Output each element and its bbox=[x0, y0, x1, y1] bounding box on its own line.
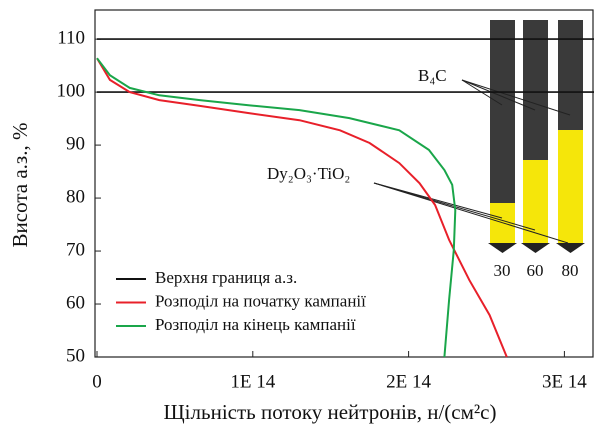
series-line bbox=[97, 58, 455, 357]
x-tick-label: 3E 14 bbox=[542, 371, 587, 392]
rod-tip bbox=[488, 243, 517, 253]
legend-label: Верхня границя а.з. bbox=[155, 268, 297, 287]
y-tick-label: 70 bbox=[66, 239, 85, 260]
rod-absorber bbox=[490, 20, 515, 203]
y-tick-label: 50 bbox=[66, 345, 85, 366]
rod-absorber bbox=[523, 20, 548, 160]
rod-tip bbox=[556, 243, 585, 253]
series-line bbox=[97, 58, 507, 357]
rod-label: 80 bbox=[562, 261, 579, 280]
rods bbox=[374, 20, 585, 253]
rod-tip bbox=[521, 243, 550, 253]
absorber-label: B₄C bbox=[418, 66, 447, 85]
y-tick-label: 110 bbox=[57, 27, 85, 48]
y-tick-label: 80 bbox=[66, 186, 85, 207]
y-tick-label: 90 bbox=[66, 133, 85, 154]
rod-label: 60 bbox=[527, 261, 544, 280]
rod-label: 30 bbox=[494, 261, 511, 280]
chart: B₄C Dy₂O₃·TiO₂ 30 60 80 Щільність потоку… bbox=[0, 0, 594, 431]
rod-burnable bbox=[558, 130, 583, 243]
y-tick-label: 100 bbox=[57, 80, 86, 101]
x-tick-label: 0 bbox=[92, 371, 102, 392]
x-tick-label: 1E 14 bbox=[230, 371, 275, 392]
legend-label: Розподіл на початку кампанії bbox=[155, 291, 366, 310]
burnable-label: Dy₂O₃·TiO₂ bbox=[267, 164, 350, 183]
series-line bbox=[97, 39, 594, 92]
y-tick-label: 60 bbox=[66, 292, 85, 313]
x-axis-label: Щільність потоку нейтронів, н/(см²c) bbox=[164, 400, 497, 424]
x-tick-label: 2E 14 bbox=[386, 371, 431, 392]
rod-absorber bbox=[558, 20, 583, 130]
y-axis-label: Висота а.з., % bbox=[8, 123, 32, 248]
legend-label: Розподіл на кінець кампанії bbox=[155, 315, 356, 334]
